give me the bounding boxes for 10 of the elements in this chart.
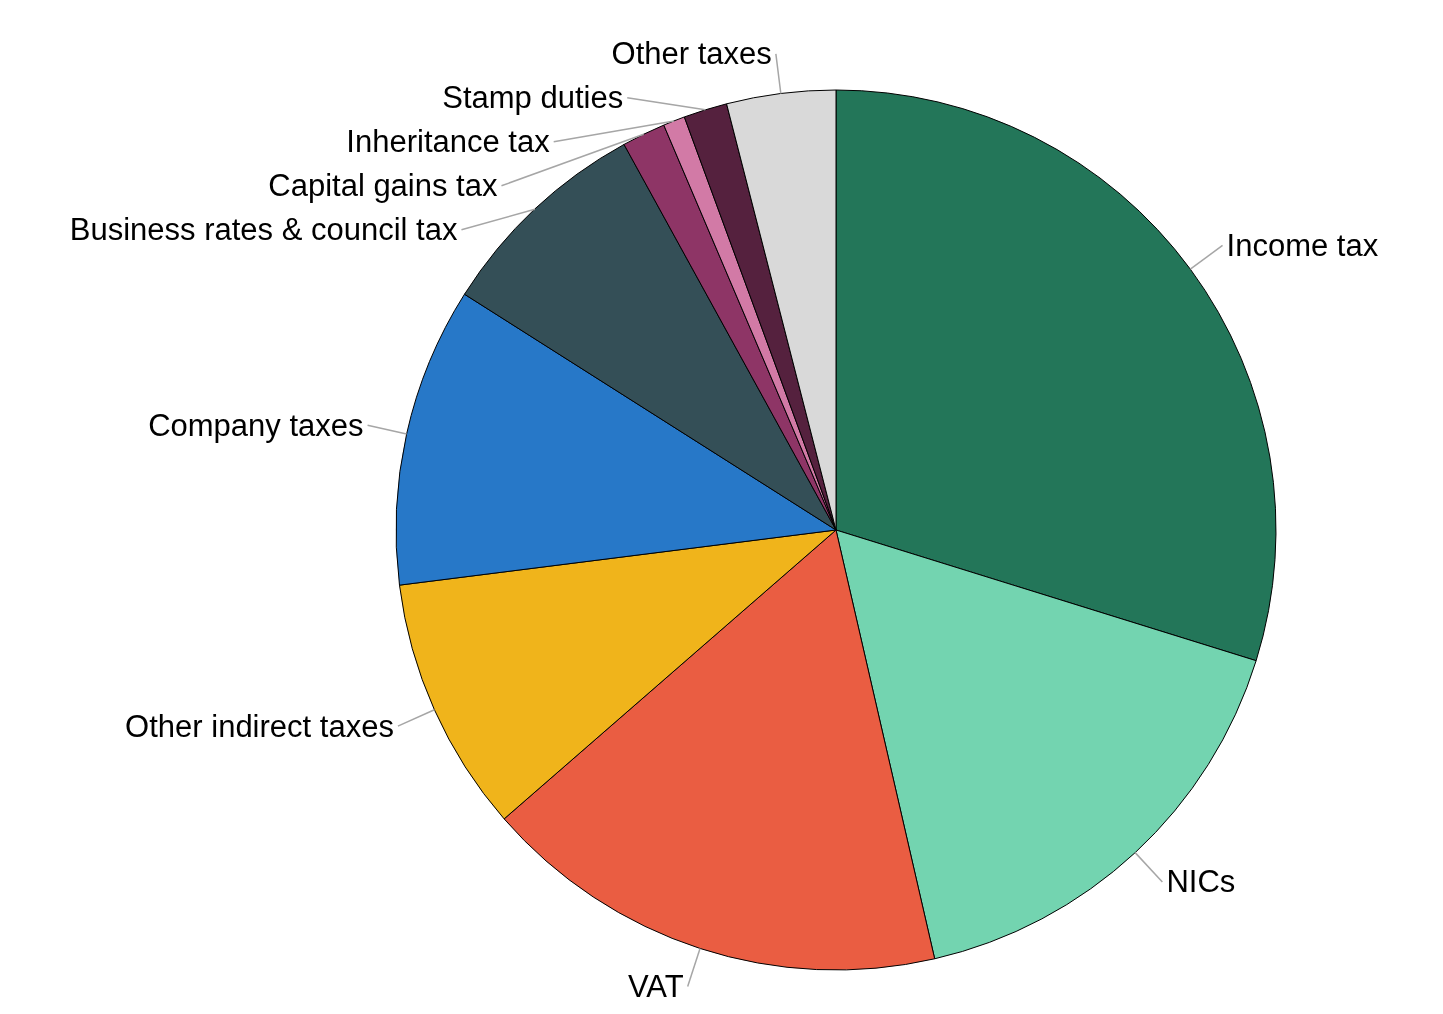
slice-label: Other indirect taxes — [125, 708, 394, 744]
slice-label: Stamp duties — [442, 80, 624, 116]
slice-label: Business rates & council tax — [69, 212, 458, 248]
slice-label: Income tax — [1226, 227, 1379, 263]
slice-label: Company taxes — [148, 407, 364, 443]
slice-label: Inheritance tax — [346, 124, 551, 160]
slice-label: VAT — [627, 969, 684, 1005]
slice-label: NICs — [1166, 864, 1236, 900]
slice-label: Other taxes — [611, 36, 772, 72]
slice-label: Capital gains tax — [268, 168, 498, 204]
